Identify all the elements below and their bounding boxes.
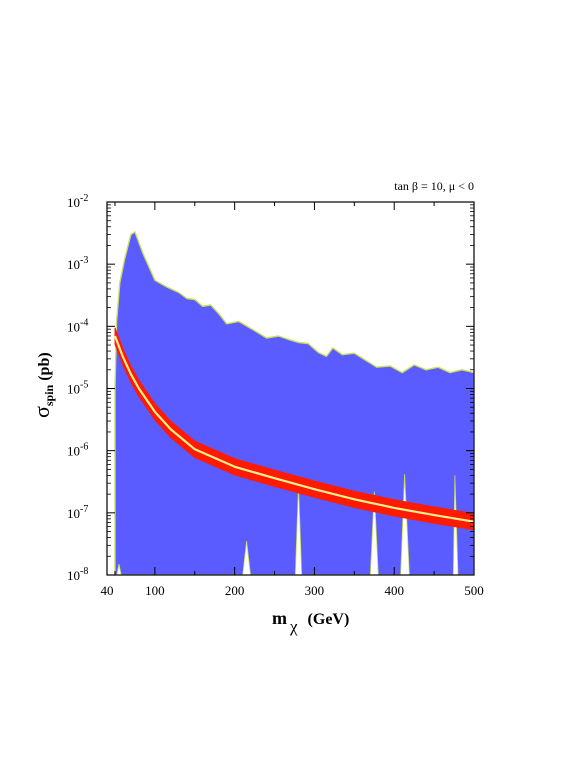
band-layer [113, 327, 474, 531]
x-tick-label-200: 200 [225, 583, 245, 598]
y-tick-label--2: 10-2 [67, 193, 88, 210]
region-gap-3 [369, 491, 379, 575]
y-tick-label--7: 10-7 [67, 504, 88, 521]
theory-band-center [113, 335, 474, 523]
region-gap-0 [116, 564, 122, 575]
x-tick-label-500: 500 [464, 583, 484, 598]
y-axis-label: σspin (pb) [29, 352, 56, 418]
allowed-region [114, 231, 474, 575]
x-tick-label-100: 100 [145, 583, 165, 598]
region-gap-1 [242, 541, 251, 575]
y-tick-label--6: 10-6 [67, 442, 88, 459]
x-tick-label-40: 40 [101, 583, 114, 598]
x-tick-label-400: 400 [384, 583, 404, 598]
y-tick-label--4: 10-4 [67, 317, 88, 334]
region-gap-4 [400, 474, 410, 575]
x-tick-label-300: 300 [305, 583, 325, 598]
theory-band [114, 327, 474, 531]
y-tick-label--8: 10-8 [67, 566, 88, 583]
region-gap-2 [294, 484, 303, 575]
chart-annotation: tan β = 10, μ < 0 [394, 179, 474, 193]
y-tick-label--3: 10-3 [67, 255, 88, 272]
y-tick-label--5: 10-5 [67, 380, 88, 397]
axis-ticks: 40 100 200 300 400 500 10-2 10-3 10-4 10-5 10-6 10-… [67, 193, 484, 598]
plot-area [114, 231, 474, 575]
